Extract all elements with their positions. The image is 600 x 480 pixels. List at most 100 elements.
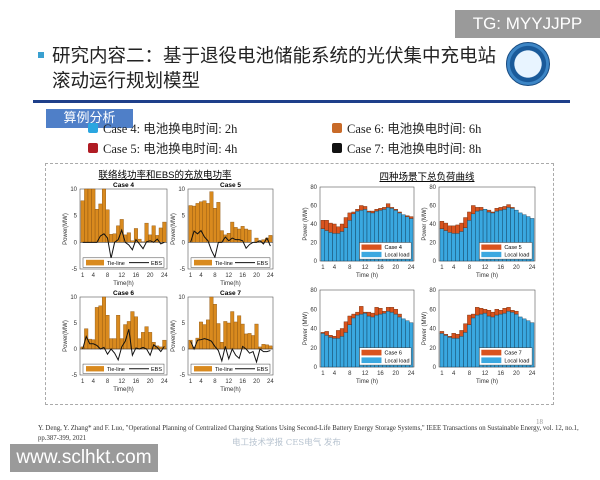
bar-local-load: [409, 322, 414, 368]
bar-tieline: [105, 315, 110, 350]
bar-tieline: [206, 319, 210, 350]
x-tick-label: 4: [452, 371, 456, 377]
legend-label: Case 5: 电池换电时间: 4h: [103, 142, 238, 156]
y-tick-label: 0: [433, 365, 437, 371]
bar-case-charging: [486, 209, 492, 213]
y-tick-label: 10: [70, 295, 77, 301]
bar-local-load: [459, 336, 464, 368]
bar-tieline: [137, 338, 142, 350]
chart-load-5: Case 5 Local load 0 20 40 60 80 1 4 8 12 16 20 24 Time…: [422, 185, 536, 279]
y-axis-label: Power(MW): [63, 320, 69, 352]
bar-tieline: [98, 305, 103, 350]
bar-case-charging: [397, 211, 402, 214]
bar-case-charging: [362, 311, 368, 314]
bar-case-charging: [482, 309, 488, 314]
bar-case-charging: [355, 208, 360, 212]
x-tick-label: 24: [267, 379, 274, 385]
bar-tieline: [206, 203, 210, 243]
page-number: 18: [536, 418, 543, 426]
x-tick-label: 1: [440, 371, 444, 377]
legend-case-4: Case 4: 电池换电时间: 2h: [88, 118, 237, 137]
x-tick-label: 1: [81, 273, 85, 279]
x-tick-label: 16: [133, 379, 140, 385]
legend-case-6: Case 6: 电池换电时间: 6h: [332, 118, 481, 137]
y-axis-label: Power (MW): [303, 207, 309, 240]
y-tick-label: 0: [314, 259, 318, 265]
bar-case-charging: [514, 310, 519, 315]
legend-label-ebs: EBS: [151, 367, 162, 373]
y-tick-label: 0: [433, 259, 437, 265]
bar-case-charging: [343, 217, 349, 228]
bar-local-load: [347, 324, 352, 368]
bar-tieline: [226, 322, 231, 350]
legend-swatch-case: [361, 244, 382, 250]
chart-tieline-7: Tie-line EBS Case 7 -5 0 5 10 1 4 8 12 16 20 24 Time(h…: [171, 290, 274, 393]
bar-case-charging: [378, 308, 383, 315]
legend-label-case: Case 5: [504, 245, 521, 251]
legend-box: [190, 363, 271, 374]
x-tick-label: 16: [377, 265, 384, 271]
bar-tieline: [109, 338, 114, 350]
y-tick-label: 80: [429, 288, 436, 294]
y-tick-label: 60: [429, 307, 436, 313]
bar-local-load: [439, 228, 445, 262]
x-tick-label: 16: [239, 273, 246, 279]
bar-case-charging: [467, 314, 472, 325]
x-tick-label: 4: [92, 379, 96, 385]
y-tick-label: 0: [182, 240, 186, 246]
x-tick-label: 12: [482, 371, 489, 377]
y-tick-label: 60: [310, 307, 317, 313]
bar-case-charging: [502, 308, 507, 314]
bullet-icon: [38, 52, 44, 58]
watermark-site: www.sclhkt.com: [10, 444, 158, 472]
bar-case-charging: [409, 216, 414, 219]
chart-title: Case 4: [113, 182, 134, 189]
bar-tieline: [216, 323, 221, 350]
x-tick-label: 8: [468, 371, 472, 377]
bar-case-charging: [370, 210, 375, 214]
bar-tieline: [126, 232, 131, 243]
bar-tieline: [162, 221, 167, 243]
y-axis-label: Power(MW): [171, 213, 177, 245]
bar-tieline: [151, 225, 156, 243]
bar-tieline: [192, 205, 197, 243]
bar-tieline: [237, 315, 242, 350]
bar-case-charging: [382, 207, 387, 210]
bar-case-charging: [494, 309, 499, 316]
bar-local-load: [529, 218, 535, 262]
chart-load-4: Case 4 Local load 0 20 40 60 80 1 4 8 12 16 20 24 Time…: [303, 185, 415, 279]
legend-label-case: Case 6: [384, 350, 401, 356]
bar-case-charging: [447, 225, 452, 233]
bar-tieline: [195, 203, 200, 243]
y-tick-label: 10: [70, 187, 77, 193]
bar-local-load: [529, 322, 535, 368]
chart-load-7: Case 7 Local load 0 20 40 60 80 1 4 8 12 16 20 24 Time…: [422, 288, 536, 385]
bar-case-charging: [478, 207, 484, 211]
bar-tieline: [158, 346, 163, 350]
bar-local-load: [443, 335, 449, 368]
x-tick-label: 4: [333, 371, 337, 377]
x-axis-label: Time(h): [220, 281, 240, 287]
bar-case-charging: [332, 223, 337, 234]
bar-case-charging: [459, 222, 464, 232]
bar-case-charging: [359, 205, 364, 211]
bar-tieline: [219, 342, 224, 350]
legend-swatch-load: [361, 251, 382, 258]
bar-local-load: [336, 233, 341, 262]
legend-label-tieline: Tie-line: [215, 261, 233, 267]
figure-frame: [45, 163, 554, 405]
x-tick-label: 12: [118, 379, 125, 385]
y-tick-label: 80: [310, 288, 317, 294]
x-tick-label: 20: [147, 273, 154, 279]
x-tick-label: 16: [497, 371, 504, 377]
legend-label-case: Case 4: [384, 245, 401, 251]
bar-tieline: [261, 344, 266, 350]
bar-tieline: [101, 296, 106, 350]
legend-swatch-load: [481, 251, 502, 258]
title-divider: [33, 100, 570, 103]
bar-case-charging: [397, 313, 402, 318]
bar-case-charging: [366, 210, 372, 213]
line-ebs: [190, 338, 271, 364]
bar-local-load: [463, 332, 468, 368]
legend-label-ebs: EBS: [151, 261, 162, 267]
